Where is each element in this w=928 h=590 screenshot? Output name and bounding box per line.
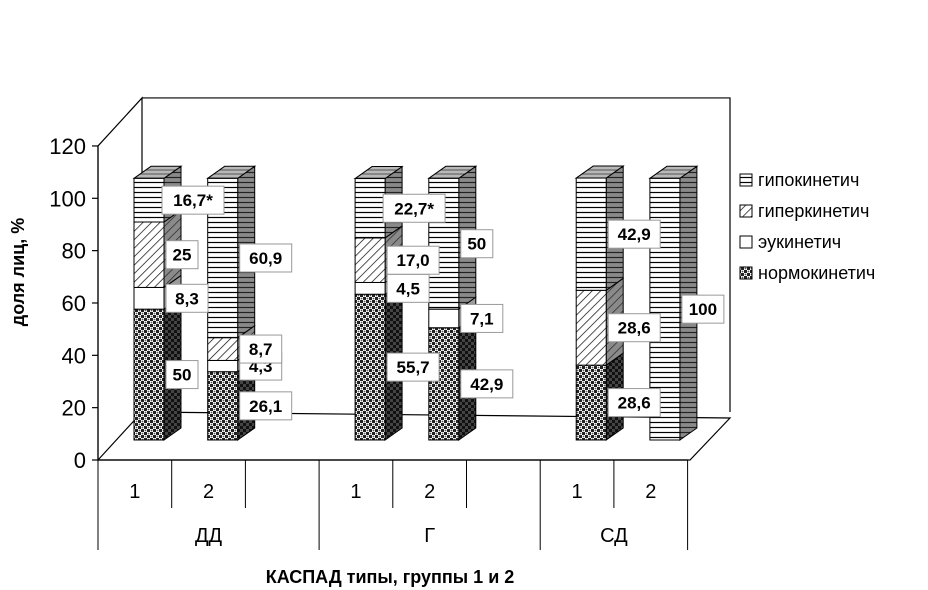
group-label: ДД [195,525,223,547]
category-label: 2 [424,481,435,503]
bar-segment [133,177,165,223]
legend-label: эукинетич [758,232,841,252]
y-tick-label: 20 [62,396,86,421]
bar-segment [133,308,165,441]
bar-segment [207,371,239,441]
legend-swatch [739,266,753,280]
data-label: 8,3 [175,289,199,308]
data-label-box [386,273,430,303]
bar-top [132,165,183,179]
data-label-box [681,294,725,324]
data-label: 16,7* [173,191,213,210]
bar-segment [354,237,386,283]
data-labels: 508,32516,7*26,14,38,760,955,74,517,022,… [161,185,725,421]
data-label: 60,9 [249,249,282,268]
data-label: 26,1 [249,397,282,416]
data-label-box [165,360,199,390]
bar-segment [428,327,460,441]
data-label-box [460,303,504,333]
data-label: 42,9 [470,375,503,394]
data-label: 25 [173,246,192,265]
data-label-box [460,229,494,259]
group-label: СД [600,525,628,547]
data-label-box [607,219,661,249]
category-label: 2 [645,481,656,503]
category-label: 1 [350,481,361,503]
data-label-box [607,388,661,418]
data-label-box [161,185,225,215]
legend-label: гипокинетич [758,170,859,190]
data-label: 100 [689,300,717,319]
group-label: Г [424,525,435,547]
data-label-box [386,352,440,382]
data-label-box [607,313,661,343]
legend: гипокинетич гиперкинетич эукинетич нормокин… [739,170,875,283]
bar-segment [575,364,607,441]
bar-segment [354,293,386,441]
bar-segment [207,337,239,361]
legend-label: гиперкинетич [758,201,869,221]
y-axis-title: доля лиц, % [8,218,28,326]
y-tick-label: 100 [49,186,86,211]
data-label: 28,6 [618,319,651,338]
data-label-box [239,243,293,273]
data-label: 4,5 [396,279,420,298]
legend-label: нормокинетич [758,263,875,283]
x-axis: 1 2 ДД 1 2 Г 1 2 СД [97,459,689,550]
category-label: 1 [129,481,140,503]
legend-swatch [739,173,753,187]
data-label: 7,1 [470,309,494,328]
bar-segment [575,177,607,291]
back-wall [142,97,731,412]
y-tick-label: 80 [62,239,86,264]
data-label-box [382,193,446,223]
legend-swatch [739,235,753,249]
x-axis-title: КАСПАД типы, группы 1 и 2 [266,567,515,587]
stacked-bar [574,165,625,441]
bar-segment [354,178,386,239]
bar-top [574,165,625,179]
y-tick-label: 60 [62,291,86,316]
data-label: 28,6 [618,394,651,413]
bar-top [206,165,257,179]
data-label: 50 [173,366,192,385]
data-label: 22,7* [394,199,434,218]
category-label: 2 [203,481,214,503]
bar-top [427,165,478,179]
stacked-bar [353,165,404,441]
bar-top [648,165,699,179]
data-label-box [386,245,440,275]
y-tick-label: 0 [74,448,86,473]
stacked-bar [132,165,183,441]
bar-segment [133,286,165,310]
bar-top [353,166,404,180]
y-tick-label: 40 [62,343,86,368]
data-label-box [165,240,199,270]
bar-segment [133,221,165,288]
legend-swatch [739,204,753,218]
data-label-box [239,391,293,421]
data-label: 42,9 [618,225,651,244]
bar-segment [207,359,239,373]
floor [98,411,732,461]
bar-segment [575,289,607,366]
data-label: 8,7 [249,340,273,359]
bar-segment [354,281,386,295]
data-label-box [239,334,283,364]
data-label: 50 [467,235,486,254]
category-label: 1 [571,481,582,503]
data-label: 55,7 [397,358,430,377]
y-axis: 0 20 40 60 80 100 120 [49,134,99,473]
data-label-box [165,283,209,313]
data-label-box [460,369,514,399]
y-tick-label: 120 [49,134,86,159]
data-label: 17,0 [397,251,430,270]
bar-segment [428,308,460,329]
